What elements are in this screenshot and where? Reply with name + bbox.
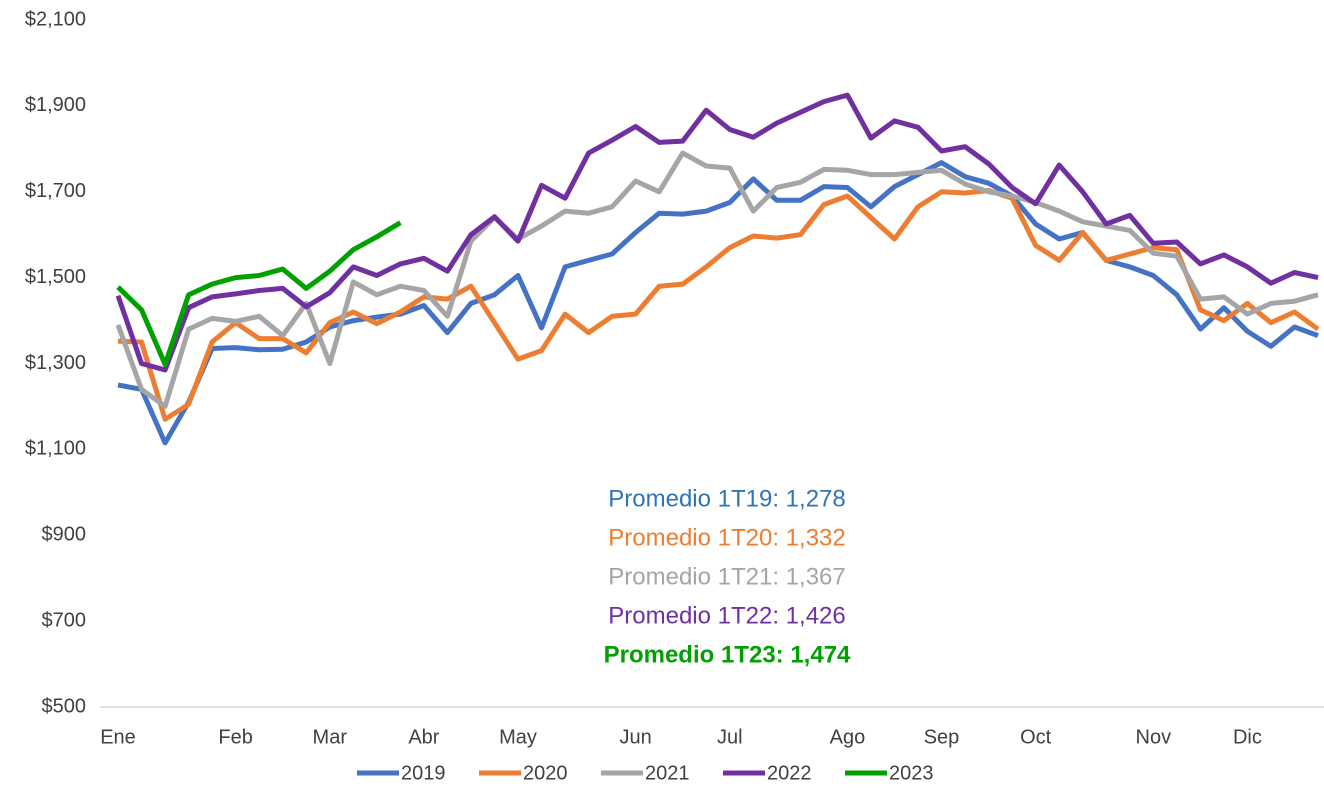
series-line <box>116 220 402 367</box>
x-tick-label: Nov <box>1136 726 1172 748</box>
y-tick-label: $2,100 <box>25 8 86 30</box>
legend-label: 2022 <box>767 762 812 784</box>
y-tick-label: $1,500 <box>25 266 86 288</box>
x-tick-label: May <box>499 726 537 748</box>
legend-label: 2023 <box>889 762 934 784</box>
x-tick-label: Jun <box>620 726 652 748</box>
series-line <box>115 150 1319 409</box>
annotation: Promedio 1T22: 1,426 <box>608 602 845 629</box>
legend-label: 2019 <box>401 762 446 784</box>
y-tick-label: $1,300 <box>25 352 86 374</box>
legend-label: 2021 <box>645 762 690 784</box>
series-line <box>115 92 1319 373</box>
y-tick-label: $900 <box>42 524 87 546</box>
x-tick-label: Ago <box>830 726 866 748</box>
y-tick-label: $1,700 <box>25 180 86 202</box>
x-tick-label: Oct <box>1020 726 1052 748</box>
annotation: Promedio 1T20: 1,332 <box>608 524 845 551</box>
x-tick-label: Feb <box>218 726 252 748</box>
annotation: Promedio 1T21: 1,367 <box>608 563 845 590</box>
x-tick-label: Ene <box>100 726 136 748</box>
x-tick-label: Sep <box>924 726 960 748</box>
x-tick-label: Abr <box>408 726 439 748</box>
x-tick-label: Dic <box>1233 726 1262 748</box>
x-tick-label: Mar <box>313 726 348 748</box>
x-tick-label: Jul <box>717 726 743 748</box>
y-tick-label: $500 <box>42 695 87 717</box>
y-tick-label: $1,100 <box>25 438 86 460</box>
y-tick-label: $700 <box>42 609 87 631</box>
annotation: Promedio 1T19: 1,278 <box>608 485 845 512</box>
annotation: Promedio 1T23: 1,474 <box>604 641 851 668</box>
legend-label: 2020 <box>523 762 568 784</box>
y-tick-label: $1,900 <box>25 94 86 116</box>
